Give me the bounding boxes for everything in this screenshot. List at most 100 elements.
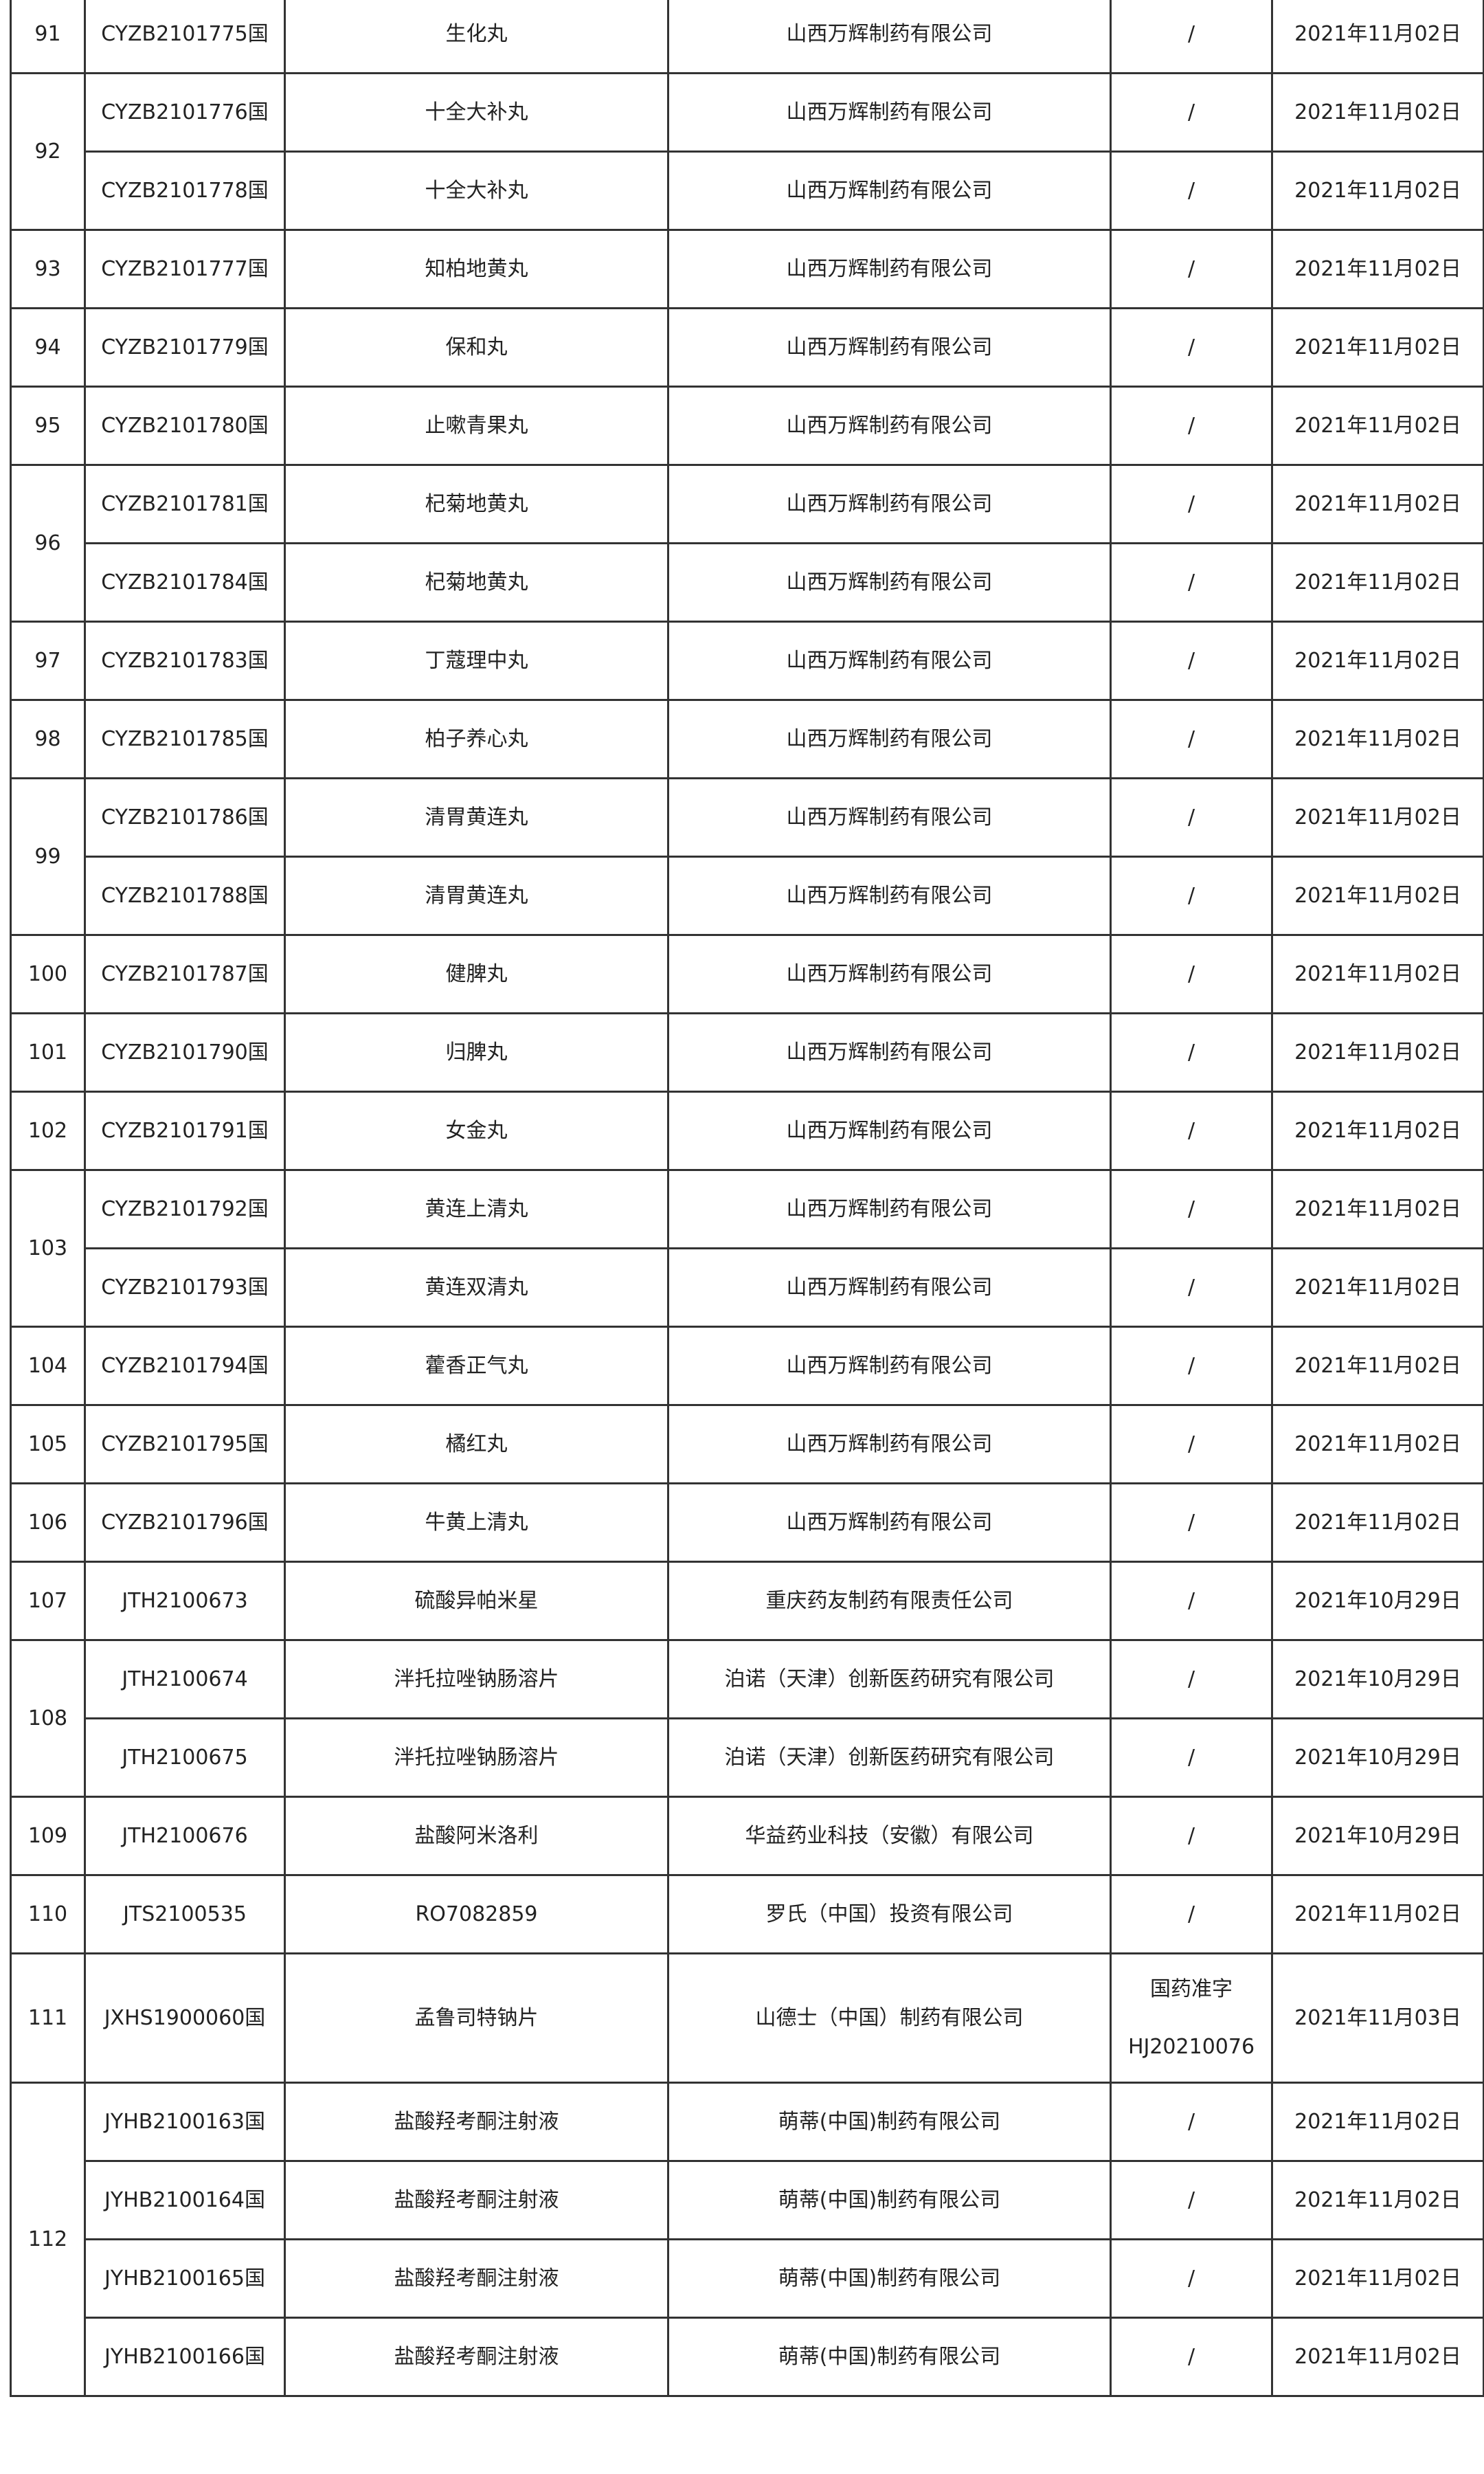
drug-name-cell: 盐酸羟考酮注射液 — [284, 2238, 669, 2319]
acceptance-code-cell: CYZB2101795国 — [84, 1404, 286, 1484]
table-row: JYHB2100164国 盐酸羟考酮注射液 萌蒂(中国)制药有限公司 / 2021年11… — [11, 2160, 1484, 2240]
approval-number-line: 国药准字 — [1150, 1976, 1233, 2001]
date-cell: 2021年11月02日 — [1271, 2238, 1484, 2319]
drug-name-cell: 归脾丸 — [284, 1012, 669, 1093]
date-cell: 2021年11月02日 — [1271, 386, 1484, 466]
table-row: 111 JXHS1900060国 孟鲁司特钠片 山德士（中国）制药有限公司 国药准字 HJ… — [10, 1952, 1484, 2084]
serial-number-cell: 112 — [10, 2082, 86, 2397]
approval-number-cell: / — [1110, 2317, 1273, 2397]
approval-number-cell: / — [1110, 229, 1273, 309]
approval-number-line: / — [1187, 100, 1195, 124]
approval-number-line: / — [1187, 883, 1195, 908]
approval-number-cell: / — [1110, 1326, 1273, 1406]
date-cell: 2021年11月02日 — [1271, 621, 1484, 701]
drug-name-cell: 十全大补丸 — [284, 151, 669, 231]
drug-name-cell: 泮托拉唑钠肠溶片 — [284, 1717, 669, 1798]
date-cell: 2021年11月02日 — [1271, 2082, 1484, 2162]
company-cell: 泊诺（天津）创新医药研究有限公司 — [667, 1639, 1112, 1719]
acceptance-code-cell: CYZB2101778国 — [84, 151, 286, 231]
approval-number-cell: / — [1110, 1247, 1273, 1328]
date-cell: 2021年11月02日 — [1271, 1091, 1484, 1171]
drug-name-cell: 盐酸羟考酮注射液 — [284, 2160, 669, 2240]
acceptance-code-cell: CYZB2101794国 — [84, 1326, 286, 1406]
acceptance-code-cell: JTH2100676 — [84, 1796, 286, 1876]
date-cell: 2021年11月02日 — [1271, 1482, 1484, 1563]
acceptance-code-cell: CYZB2101779国 — [84, 307, 286, 388]
drug-name-cell: 盐酸羟考酮注射液 — [284, 2082, 669, 2162]
serial-number-cell: 100 — [10, 934, 86, 1014]
approval-number-line: / — [1187, 1823, 1195, 1848]
approval-number-cell: / — [1110, 1874, 1273, 1954]
approval-number-cell: / — [1110, 542, 1273, 623]
approval-number-cell: / — [1110, 699, 1273, 779]
table-row: 96 CYZB2101781国 杞菊地黄丸 山西万辉制药有限公司 / 2021年11月02… — [10, 464, 1484, 623]
company-cell: 山西万辉制药有限公司 — [667, 1404, 1112, 1484]
company-cell: 山西万辉制药有限公司 — [667, 307, 1112, 388]
serial-number-cell: 105 — [10, 1404, 86, 1484]
company-cell: 山西万辉制药有限公司 — [667, 1326, 1112, 1406]
approval-number-cell: / — [1110, 0, 1273, 74]
approval-number-line: / — [1187, 491, 1195, 516]
approval-number-cell: / — [1110, 72, 1273, 153]
drug-name-cell: 生化丸 — [284, 0, 669, 74]
approval-number-cell: / — [1110, 464, 1273, 544]
acceptance-code-cell: JYHB2100166国 — [84, 2317, 286, 2397]
serial-number-cell: 111 — [10, 1952, 86, 2084]
acceptance-code-cell: CYZB2101780国 — [84, 386, 286, 466]
acceptance-code-cell: JYHB2100165国 — [84, 2238, 286, 2319]
table-row: 92 CYZB2101776国 十全大补丸 山西万辉制药有限公司 / 2021年11月02… — [10, 72, 1484, 231]
company-cell: 重庆药友制药有限责任公司 — [667, 1561, 1112, 1641]
table-row: 102 CYZB2101791国 女金丸 山西万辉制药有限公司 / 2021年11月02日 — [10, 1091, 1484, 1171]
date-cell: 2021年11月02日 — [1271, 0, 1484, 74]
serial-number-cell: 93 — [10, 229, 86, 309]
date-cell: 2021年11月02日 — [1271, 856, 1484, 936]
serial-number-cell: 98 — [10, 699, 86, 779]
date-cell: 2021年11月02日 — [1271, 1874, 1484, 1954]
serial-number-cell: 110 — [10, 1874, 86, 1954]
company-cell: 山西万辉制药有限公司 — [667, 1169, 1112, 1249]
date-cell: 2021年11月02日 — [1271, 699, 1484, 779]
acceptance-code-cell: CYZB2101777国 — [84, 229, 286, 309]
drug-name-cell: 藿香正气丸 — [284, 1326, 669, 1406]
acceptance-code-cell: JXHS1900060国 — [84, 1952, 286, 2084]
acceptance-code-cell: JTH2100674 — [84, 1639, 286, 1719]
date-cell: 2021年11月02日 — [1271, 72, 1484, 153]
date-cell: 2021年10月29日 — [1271, 1561, 1484, 1641]
drug-name-cell: 清胃黄连丸 — [284, 856, 669, 936]
date-cell: 2021年11月02日 — [1271, 1404, 1484, 1484]
company-cell: 山西万辉制药有限公司 — [667, 464, 1112, 544]
table-row: JTH2100675 泮托拉唑钠肠溶片 泊诺（天津）创新医药研究有限公司 / 2021年… — [11, 1717, 1484, 1798]
serial-number-cell: 92 — [10, 72, 86, 231]
acceptance-code-cell: CYZB2101796国 — [84, 1482, 286, 1563]
approval-number-line: / — [1187, 2266, 1195, 2291]
table-row: CYZB2101788国 清胃黄连丸 山西万辉制药有限公司 / 2021年11月02日 — [11, 856, 1484, 936]
table-row: 103 CYZB2101792国 黄连上清丸 山西万辉制药有限公司 / 2021年11月0… — [10, 1169, 1484, 1328]
table-row: 108 JTH2100674 泮托拉唑钠肠溶片 泊诺（天津）创新医药研究有限公司 / 20… — [10, 1639, 1484, 1798]
company-cell: 泊诺（天津）创新医药研究有限公司 — [667, 1717, 1112, 1798]
table-row: 94 CYZB2101779国 保和丸 山西万辉制药有限公司 / 2021年11月02日 — [10, 307, 1484, 388]
company-cell: 罗氏（中国）投资有限公司 — [667, 1874, 1112, 1954]
drug-name-cell: 硫酸异帕米星 — [284, 1561, 669, 1641]
date-cell: 2021年11月02日 — [1271, 307, 1484, 388]
acceptance-code-cell: JTH2100675 — [84, 1717, 286, 1798]
serial-number-cell: 101 — [10, 1012, 86, 1093]
drug-name-cell: 清胃黄连丸 — [284, 777, 669, 858]
approval-number-line: / — [1187, 1588, 1195, 1613]
table-row: 95 CYZB2101780国 止嗽青果丸 山西万辉制药有限公司 / 2021年11月02… — [10, 386, 1484, 466]
approval-number-cell: / — [1110, 2238, 1273, 2319]
approval-number-cell: / — [1110, 307, 1273, 388]
approval-number-cell: / — [1110, 621, 1273, 701]
approval-number-line: / — [1187, 1118, 1195, 1143]
company-cell: 山西万辉制药有限公司 — [667, 621, 1112, 701]
serial-number-cell: 106 — [10, 1482, 86, 1563]
approval-number-line: HJ20210076 — [1127, 2034, 1255, 2059]
approval-number-line: / — [1187, 1275, 1195, 1300]
company-cell: 山西万辉制药有限公司 — [667, 1012, 1112, 1093]
date-cell: 2021年11月02日 — [1271, 2160, 1484, 2240]
approval-number-cell: / — [1110, 856, 1273, 936]
drug-name-cell: 十全大补丸 — [284, 72, 669, 153]
table-row: 107 JTH2100673 硫酸异帕米星 重庆药友制药有限责任公司 / 2021年10月… — [10, 1561, 1484, 1641]
company-cell: 山西万辉制药有限公司 — [667, 1091, 1112, 1171]
table-row: 104 CYZB2101794国 藿香正气丸 山西万辉制药有限公司 / 2021年11月0… — [10, 1326, 1484, 1406]
approval-number-cell: / — [1110, 934, 1273, 1014]
